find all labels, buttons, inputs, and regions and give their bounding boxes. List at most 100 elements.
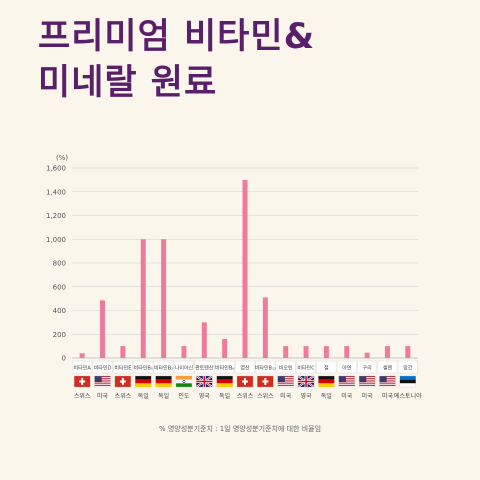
x-tick-label: 아연 [342, 365, 352, 372]
x-tick-label: 비타민B₆ [215, 365, 234, 372]
category-cell [275, 360, 296, 374]
y-tick-label: 600 [53, 283, 66, 291]
x-tick-label: 비타민A [74, 365, 92, 372]
category-cell [112, 360, 133, 374]
country-label: 독일 [219, 392, 230, 400]
x-tick-label: 비타민B₁ [134, 365, 153, 372]
country-label: 인도 [178, 393, 190, 400]
country-label: 스위스 [237, 392, 254, 400]
swiss-flag [257, 375, 274, 388]
y-axis-unit-label: (%) [56, 154, 68, 162]
uk-flag [195, 375, 213, 388]
y-tick-label: 800 [53, 260, 66, 268]
country-label: 독일 [321, 392, 332, 400]
usa-flag [94, 375, 111, 388]
bar [283, 346, 289, 358]
y-tick-label: 200 [53, 331, 66, 339]
category-cell [357, 360, 378, 374]
x-tick-label: 셀렌 [383, 365, 393, 372]
country-label: 미국 [341, 392, 353, 400]
country-label: 영국 [199, 392, 211, 400]
category-cell [92, 360, 113, 374]
y-tick-label: 1,600 [46, 165, 66, 173]
x-tick-label: 엽산 [240, 365, 250, 372]
category-cell [174, 360, 194, 374]
y-tick-label: 0 [62, 355, 66, 363]
bar [262, 297, 268, 358]
bar [364, 352, 370, 358]
bar [222, 339, 228, 358]
india-flag [175, 375, 193, 388]
swiss-flag [236, 375, 254, 388]
x-tick-label: 비타민D [94, 365, 112, 372]
country-label: 영국 [301, 392, 313, 400]
country-label: 에스토니아 [394, 392, 422, 400]
x-tick-label: 나이아신 [175, 365, 194, 372]
country-label: 스위스 [74, 392, 91, 400]
x-tick-label: 비타민C [297, 365, 315, 372]
bar [181, 346, 187, 358]
y-tick-label: 1,000 [46, 236, 66, 244]
country-label: 독일 [158, 392, 169, 400]
x-tick-label: 비오틴 [279, 365, 293, 372]
category-cell [397, 360, 418, 374]
category-cell [153, 360, 174, 374]
germany-flag [155, 375, 172, 388]
bar [323, 346, 329, 358]
category-cell [133, 360, 154, 374]
usa-flag [277, 375, 294, 388]
usa-flag [358, 375, 376, 388]
category-cell [214, 360, 235, 374]
footnote: % 영양성분기준치 : 1일 영양성분기준치에 대한 비율임 [158, 425, 322, 433]
bar [242, 179, 248, 358]
country-label: 미국 [280, 392, 292, 400]
bar [405, 346, 411, 358]
y-tick-label: 1,400 [46, 188, 66, 196]
bar [140, 239, 146, 358]
category-cell [255, 360, 276, 374]
category-cell [336, 360, 357, 374]
country-label: 스위스 [257, 392, 274, 400]
x-tick-label: 망간 [403, 365, 413, 372]
country-label: 독일 [138, 392, 149, 400]
estonia-flag [399, 375, 416, 388]
x-tick-label: 구리 [363, 365, 372, 372]
x-tick-label: 비타민B₂ [154, 365, 173, 372]
x-tick-label: 비타민E [114, 365, 131, 372]
x-tick-label: 철 [324, 365, 329, 372]
category-cell [235, 360, 255, 374]
bar [120, 346, 126, 358]
title-line-2: 미네랄 원료 [38, 63, 218, 103]
title-line-1: 프리미엄 비타민& [38, 17, 316, 57]
y-tick-label: 1,200 [46, 212, 66, 220]
usa-flag [379, 375, 396, 388]
category-cell [72, 360, 93, 374]
bar [79, 353, 85, 358]
country-label: 스위스 [115, 392, 132, 400]
category-cell [316, 360, 337, 374]
germany-flag [135, 375, 152, 388]
x-tick-label: 판토텐산 [195, 365, 214, 372]
category-cell [296, 360, 316, 374]
bar [100, 300, 106, 358]
category-cell [194, 360, 215, 374]
usa-flag [338, 375, 355, 388]
germany-flag [216, 375, 233, 388]
swiss-flag [74, 375, 91, 388]
bar [161, 239, 167, 358]
bar [201, 322, 207, 358]
y-tick-label: 400 [53, 307, 66, 315]
germany-flag [318, 375, 335, 388]
country-label: 미국 [97, 392, 109, 400]
country-label: 미국 [362, 392, 374, 400]
uk-flag [297, 375, 315, 388]
bar [384, 346, 390, 358]
country-label: 미국 [382, 392, 394, 400]
page-title: 프리미엄 비타민& 미네랄 원료 [38, 14, 315, 106]
swiss-flag [114, 375, 132, 388]
bar [303, 346, 309, 358]
bar [344, 346, 350, 358]
category-cell [377, 360, 398, 374]
x-tick-label: 비타민B₁₂ [255, 365, 276, 372]
